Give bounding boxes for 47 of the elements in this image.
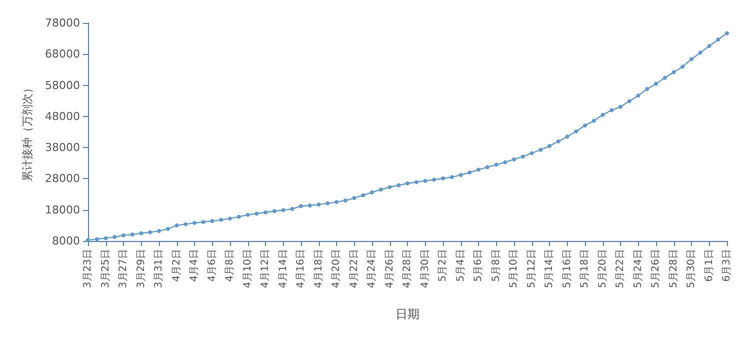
y-tick-label: 8000: [52, 234, 80, 248]
y-tick-label: 28000: [45, 172, 80, 186]
x-tick-label: 4月14日: [278, 249, 289, 288]
x-tick-label: 5月10日: [508, 249, 520, 288]
x-tick-label: 5月4日: [455, 249, 466, 282]
x-tick-label: 5月20日: [597, 249, 608, 288]
x-tick-label: 5月14日: [544, 249, 555, 288]
x-tick-label: 3月25日: [100, 249, 112, 288]
x-tick-label: 5月8日: [490, 249, 502, 282]
x-tick-label: 5月28日: [668, 249, 680, 288]
x-tick-label: 4月10日: [242, 249, 254, 288]
x-tick-label: 3月23日: [82, 249, 94, 288]
x-tick-label: 5月16日: [562, 249, 573, 288]
x-tick-label: 5月30日: [686, 249, 697, 288]
x-tick-label: 4月22日: [348, 249, 360, 288]
x-tick-label: 5月6日: [473, 249, 484, 282]
x-tick-label: 5月2日: [438, 249, 448, 282]
y-tick-label: 38000: [45, 141, 80, 154]
y-tick-label: 48000: [45, 110, 80, 123]
x-tick-label: 4月6日: [206, 249, 218, 282]
x-tick-label: 4月2日: [171, 249, 182, 282]
y-tick-label: 78000: [45, 16, 80, 30]
y-axis-title: 累计接种（万剂次）: [21, 82, 34, 182]
x-axis-title: 日期: [396, 307, 420, 321]
x-tick-label: 5月12日: [526, 249, 538, 288]
x-tick-label: 6月3日: [722, 249, 732, 282]
x-tick-label: 4月8日: [224, 249, 236, 282]
x-tick-label: 5月24日: [632, 249, 644, 288]
x-tick-label: 5月18日: [580, 249, 590, 288]
x-tick-label: 4月16日: [296, 249, 306, 288]
x-tick-label: 5月22日: [615, 249, 626, 288]
y-tick-label: 18000: [45, 203, 80, 216]
x-tick-label: 4月4日: [189, 249, 200, 282]
y-tick-label: 58000: [45, 78, 80, 92]
x-tick-label: 4月12日: [260, 249, 271, 288]
x-tick-label: 4月24日: [366, 249, 378, 288]
x-tick-label: 6月1日: [704, 249, 715, 282]
x-tick-label: 3月27日: [118, 249, 129, 288]
x-tick-label: 4月18日: [313, 249, 324, 288]
y-tick-label: 68000: [45, 48, 80, 61]
x-tick-label: 3月29日: [136, 249, 147, 288]
x-tick-label: 4月20日: [331, 249, 342, 288]
x-tick-label: 5月26日: [650, 249, 662, 288]
x-tick-label: 3月31日: [154, 249, 164, 288]
x-tick-label: 4月30日: [420, 249, 431, 288]
x-tick-label: 4月28日: [402, 249, 413, 288]
x-tick-label: 4月26日: [384, 249, 396, 288]
